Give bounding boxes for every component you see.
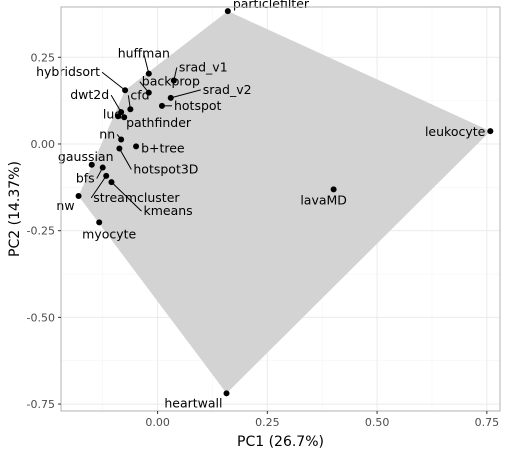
point-label: srad_v1 xyxy=(179,60,228,75)
point-label: backprop xyxy=(142,74,200,89)
x-tick-label: 0.50 xyxy=(365,416,390,429)
y-tick-label: 0.25 xyxy=(31,51,56,64)
data-point xyxy=(223,390,230,397)
y-axis-title: PC2 (14.37%) xyxy=(7,161,23,257)
data-point xyxy=(330,186,337,193)
point-label: nw xyxy=(56,198,74,213)
label-connector-line xyxy=(90,175,107,199)
panel-border xyxy=(60,6,501,412)
data-point xyxy=(170,77,177,84)
data-point xyxy=(145,89,152,96)
data-point xyxy=(108,179,115,186)
y-tick-label: -0.50 xyxy=(27,311,55,324)
label-connector-line xyxy=(101,71,126,91)
point-label: heartwall xyxy=(164,395,222,410)
x-tick-label: 0.00 xyxy=(145,416,170,429)
point-label: hybridsort xyxy=(36,64,100,79)
point-label: particlefilter xyxy=(233,0,310,11)
label-connector-line xyxy=(111,181,142,212)
label-connector-line xyxy=(143,53,150,74)
point-label: hotspot xyxy=(174,98,222,113)
point-label: bfs xyxy=(76,171,95,186)
data-point xyxy=(224,8,231,15)
data-point xyxy=(99,164,106,171)
data-point xyxy=(118,136,125,143)
data-point xyxy=(103,172,110,179)
data-point xyxy=(121,114,128,121)
y-axis-ticks: 0.25 0.00 -0.25 -0.50 -0.75 xyxy=(27,51,61,411)
x-tick-label: 0.25 xyxy=(255,416,280,429)
data-point xyxy=(145,70,152,77)
x-tick-label: 0.75 xyxy=(475,416,500,429)
point-label: srad_v2 xyxy=(203,82,252,97)
label-connector-line xyxy=(118,148,132,170)
data-point xyxy=(96,219,103,226)
point-label: b+tree xyxy=(141,140,185,155)
label-connector-line xyxy=(110,94,122,113)
point-label: dwt2d xyxy=(70,87,109,102)
convex-hull xyxy=(78,11,491,394)
data-point xyxy=(118,109,125,116)
data-point xyxy=(127,106,134,113)
point-label: hotspot3D xyxy=(133,161,198,176)
point-label: lud xyxy=(103,106,122,121)
x-axis-title: PC1 (26.7%) xyxy=(237,434,324,450)
point-label: pathfinder xyxy=(126,115,192,130)
point-label: nn xyxy=(99,126,115,141)
data-point xyxy=(88,161,95,168)
data-point xyxy=(133,143,140,150)
y-tick-label: -0.25 xyxy=(27,225,55,238)
y-tick-label: -0.75 xyxy=(27,398,55,411)
point-label: myocyte xyxy=(82,226,136,241)
data-point xyxy=(122,87,129,94)
data-point xyxy=(158,102,165,109)
y-tick-label: 0.00 xyxy=(31,138,56,151)
data-point xyxy=(116,145,123,152)
point-label: huffman xyxy=(118,46,170,61)
data-point xyxy=(167,94,174,101)
point-labels: particlefilter leukocyte lavaMD heartwall hu… xyxy=(36,0,486,410)
x-axis-ticks: 0.00 0.25 0.50 0.75 xyxy=(145,411,499,429)
data-point xyxy=(115,113,122,120)
data-point xyxy=(487,128,494,135)
point-label: gaussian xyxy=(58,149,114,164)
point-label: kmeans xyxy=(143,203,192,218)
label-connector-line xyxy=(170,89,201,99)
data-points xyxy=(75,8,494,397)
point-label: leukocyte xyxy=(425,124,486,139)
point-label: streamcluster xyxy=(93,190,180,205)
point-label: cfd xyxy=(130,87,149,102)
data-point xyxy=(75,192,82,199)
point-label: lavaMD xyxy=(300,192,347,207)
